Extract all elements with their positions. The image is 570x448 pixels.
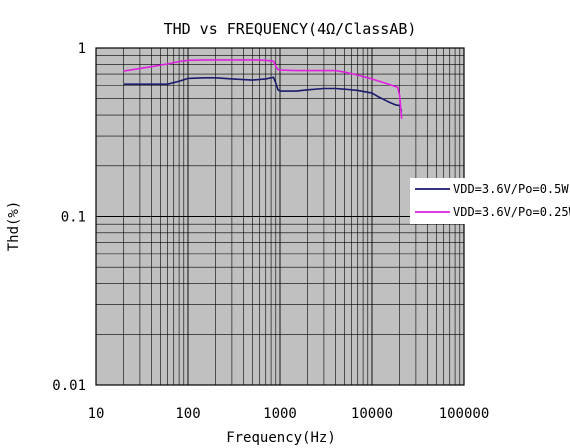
legend-label-series-2: VDD=3.6V/Po=0.25W xyxy=(453,205,570,219)
x-tick-label: 10000 xyxy=(351,406,393,422)
series-line-1 xyxy=(123,76,403,112)
x-tick-label: 100000 xyxy=(439,406,490,422)
legend: VDD=3.6V/Po=0.5W VDD=3.6V/Po=0.25W xyxy=(410,178,570,224)
legend-label-series-1: VDD=3.6V/Po=0.5W xyxy=(453,182,569,196)
y-axis-title: Thd(%) xyxy=(6,201,22,252)
chart-title: THD vs FREQUENCY(4Ω/ClassAB) xyxy=(164,20,417,38)
x-axis-title: Frequency(Hz) xyxy=(226,430,336,446)
series-lines xyxy=(123,59,403,119)
x-tick-label: 100 xyxy=(175,406,200,422)
series-line-2 xyxy=(123,59,403,119)
y-tick-label: 0.01 xyxy=(52,378,86,394)
legend-box xyxy=(410,178,568,224)
x-tick-labels: 10 100 1000 10000 100000 xyxy=(88,406,490,422)
x-tick-label: 10 xyxy=(88,406,105,422)
y-tick-label: 0.1 xyxy=(61,210,86,226)
y-tick-label: 1 xyxy=(78,41,86,57)
y-tick-labels: 0.01 0.1 1 xyxy=(52,41,86,394)
grid-lines xyxy=(96,48,464,385)
x-tick-label: 1000 xyxy=(263,406,297,422)
